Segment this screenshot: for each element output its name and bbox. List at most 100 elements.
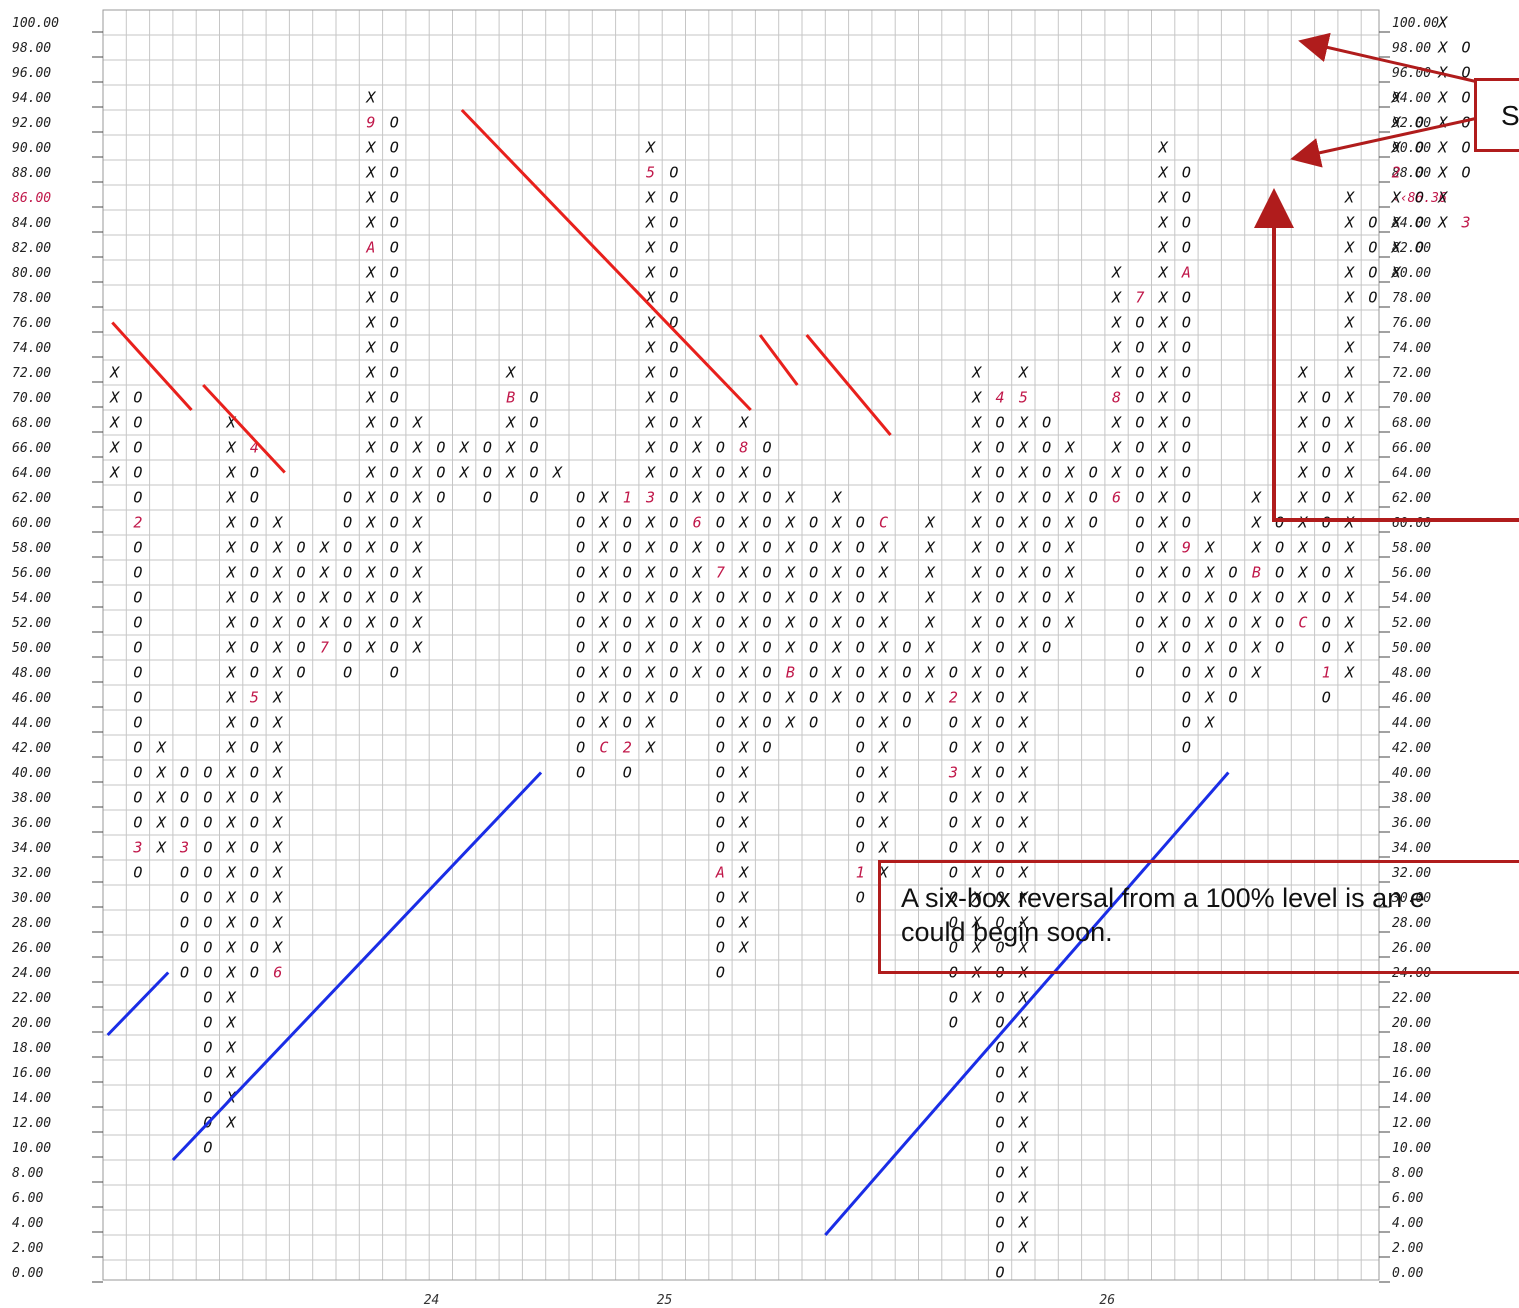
x-box: X	[598, 489, 609, 507]
o-box: O	[1368, 289, 1377, 307]
x-box: X	[645, 564, 656, 582]
o-box: O	[669, 339, 678, 357]
o-box: O	[180, 939, 189, 957]
o-box: O	[856, 564, 865, 582]
o-box: O	[716, 914, 725, 932]
o-box: O	[996, 714, 1005, 732]
o-box: O	[343, 564, 352, 582]
o-box: O	[180, 864, 189, 882]
y-tick-label: 38.00	[11, 791, 51, 806]
o-box: O	[250, 539, 259, 557]
x-box: X	[109, 364, 120, 382]
x-box: X	[785, 514, 796, 532]
x-box: X	[1064, 589, 1075, 607]
o-box: O	[133, 789, 142, 807]
x-box: X	[878, 714, 889, 732]
x-box: X	[1111, 264, 1122, 282]
x-box: X	[598, 589, 609, 607]
o-box: O	[623, 614, 632, 632]
o-box: O	[716, 714, 725, 732]
o-box: O	[856, 814, 865, 832]
o-box: O	[669, 239, 678, 257]
x-box: X	[1064, 439, 1075, 457]
x-box: X	[925, 514, 936, 532]
x-box: X	[1251, 539, 1262, 557]
o-box: O	[1182, 464, 1191, 482]
month-marker: 3	[132, 839, 142, 857]
o-box: O	[1322, 539, 1331, 557]
o-box: O	[390, 664, 399, 682]
o-box: O	[1322, 489, 1331, 507]
x-box: X	[645, 614, 656, 632]
x-box: X	[412, 639, 423, 657]
x-box: X	[412, 464, 423, 482]
x-box: X	[925, 539, 936, 557]
o-box: O	[809, 539, 818, 557]
month-marker: 3	[179, 839, 189, 857]
o-box: O	[390, 289, 399, 307]
x-box: X	[1391, 139, 1402, 157]
o-box: O	[133, 389, 142, 407]
o-box: O	[996, 864, 1005, 882]
y-tick-label: 78.00	[1392, 291, 1431, 306]
month-marker: 8	[739, 439, 748, 457]
resistance-trendline	[758, 334, 799, 386]
x-box: X	[156, 789, 167, 807]
o-box: O	[996, 839, 1005, 857]
x-box: X	[598, 689, 609, 707]
x-box: X	[971, 939, 982, 957]
o-box: O	[716, 539, 725, 557]
o-box: O	[1042, 639, 1051, 657]
x-box: X	[1158, 264, 1169, 282]
y-tick-label: 44.00	[1392, 716, 1431, 731]
x-box: X	[505, 439, 516, 457]
x-box: X	[692, 664, 703, 682]
x-axis: 24 25 26	[424, 1293, 1116, 1308]
y-tick-label: 100.00	[12, 16, 59, 31]
o-box: O	[669, 639, 678, 657]
x-box: X	[971, 389, 982, 407]
o-box: O	[669, 189, 678, 207]
x-box: X	[109, 389, 120, 407]
o-box: O	[250, 664, 259, 682]
o-box: O	[996, 1114, 1005, 1132]
x-box: X	[1018, 739, 1029, 757]
o-box: O	[203, 764, 212, 782]
o-box: O	[530, 389, 539, 407]
y-tick-label: 32.00	[11, 866, 51, 881]
o-box: O	[297, 539, 306, 557]
x-box: X	[272, 864, 283, 882]
o-box: O	[996, 789, 1005, 807]
x-box: X	[226, 514, 237, 532]
x-box: X	[738, 914, 749, 932]
x-box: X	[365, 164, 376, 182]
x-box: X	[226, 714, 237, 732]
y-tick-label: ‹‹86.36	[1392, 191, 1447, 206]
month-marker: 1	[856, 864, 865, 882]
x-box: X	[226, 939, 237, 957]
x-box: X	[1344, 389, 1355, 407]
x-box: X	[1204, 564, 1215, 582]
o-box: O	[669, 164, 678, 182]
support-trendline	[171, 771, 543, 1162]
x-box: X	[272, 514, 283, 532]
x-box: X	[272, 714, 283, 732]
o-box: O	[1182, 389, 1191, 407]
x-box: X	[831, 664, 842, 682]
x-box: X	[226, 464, 237, 482]
y-tick-label: 28.00	[12, 916, 51, 931]
x-box: X	[1344, 539, 1355, 557]
o-box: O	[1182, 689, 1191, 707]
x-box: X	[738, 839, 749, 857]
x-box: X	[1018, 789, 1029, 807]
o-box: O	[180, 889, 189, 907]
month-marker: C	[599, 739, 608, 757]
o-box: O	[1182, 639, 1191, 657]
o-box: O	[1042, 564, 1051, 582]
x-box: X	[365, 289, 376, 307]
o-box: O	[716, 764, 725, 782]
month-marker: 5	[646, 164, 655, 182]
o-box: O	[1322, 514, 1331, 532]
o-box: O	[250, 914, 259, 932]
